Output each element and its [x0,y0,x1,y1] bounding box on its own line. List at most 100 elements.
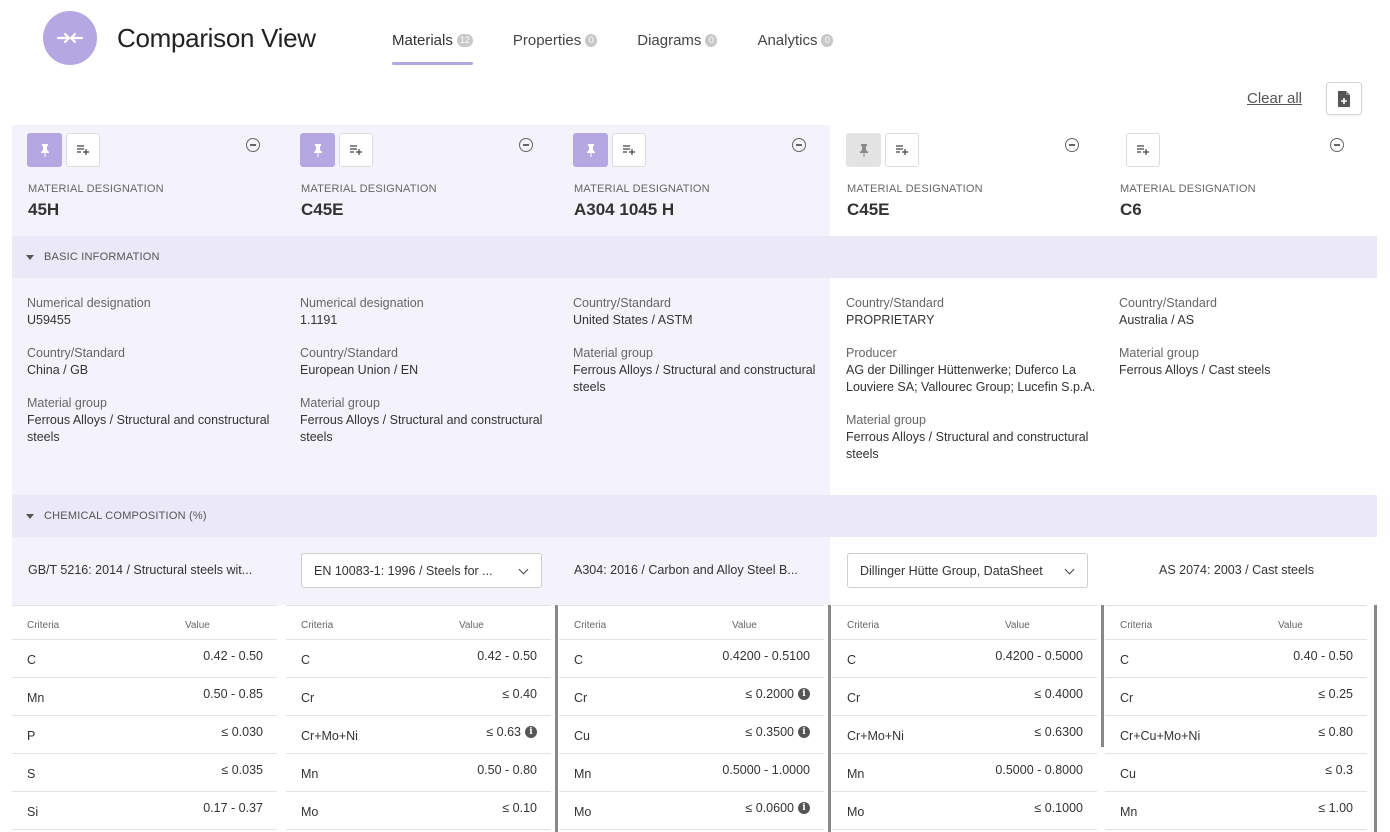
pin-icon [313,144,322,157]
playlist-add-icon [350,145,362,155]
add-to-list-button[interactable] [1126,133,1160,167]
value-text: ≤ 0.3 [1325,763,1353,777]
info-value: 1.1191 [300,313,338,327]
table-row: Mn 0.5000 - 0.8000 [832,754,1097,792]
column-actions [1126,133,1356,167]
info-icon[interactable]: i [798,688,810,700]
page-title: Comparison View [117,23,316,53]
info-label: Numerical designation [27,296,151,310]
remove-column-button[interactable] [246,138,260,152]
column-actions [27,133,267,167]
criteria-cell: P [27,729,36,743]
tab-label: Analytics [757,32,818,49]
table-row: C 0.42 - 0.50 [12,640,277,678]
pin-button[interactable] [300,133,335,167]
remove-column-button[interactable] [1330,138,1344,152]
add-to-list-button[interactable] [885,133,919,167]
standard-select[interactable]: EN 10083-1: 1996 / Steels for ... [301,553,542,588]
value-cell: ≤ 0.80 [1318,725,1353,739]
section-title: BASIC INFORMATION [44,251,160,263]
value-cell: ≤ 0.0600 i [745,801,810,815]
standard-select[interactable]: Dillinger Hütte Group, DataSheet [847,553,1088,588]
section-chemical-composition[interactable]: CHEMICAL COMPOSITION (%) [12,495,1377,537]
value-header: Value [1005,620,1030,631]
table-row: S ≤ 0.035 [12,754,277,792]
clear-all-link[interactable]: Clear all [1247,90,1303,107]
tab-analytics[interactable]: Analytics 0 [757,32,834,65]
value-cell: ≤ 1.00 [1318,801,1353,815]
value-cell: ≤ 0.035 [221,763,263,777]
info-value: Ferrous Alloys / Structural and construc… [846,430,1089,461]
criteria-cell: Mn [847,767,865,781]
value-text: ≤ 0.030 [221,725,263,739]
info-icon[interactable]: i [798,802,810,814]
value-cell: ≤ 0.3500 i [745,725,810,739]
remove-column-button[interactable] [792,138,806,152]
count-badge: 0 [705,34,718,47]
standard-text: A304: 2016 / Carbon and Alloy Steel B... [574,563,798,577]
section-title: CHEMICAL COMPOSITION (%) [44,510,207,522]
criteria-header: Criteria [847,620,880,631]
value-text: 0.5000 - 1.0000 [722,763,810,777]
value-header: Value [185,620,210,631]
value-cell: 0.5000 - 0.8000 [995,763,1083,777]
material-designation-label: MATERIAL DESIGNATION [1120,183,1256,195]
add-document-icon [1338,90,1350,107]
value-cell: ≤ 0.030 [221,725,263,739]
value-text: ≤ 0.1000 [1034,801,1083,815]
material-designation-label: MATERIAL DESIGNATION [301,183,437,195]
table-row: Cr+Mo+Ni ≤ 0.63 i [286,716,551,754]
playlist-add-icon [1137,145,1149,155]
value-text: ≤ 0.80 [1318,725,1353,739]
table-scrollbar[interactable] [1374,605,1377,832]
info-label: Numerical designation [300,296,424,310]
criteria-cell: Cr [574,691,588,705]
value-text: 0.42 - 0.50 [203,649,263,663]
table-row: Mn 0.50 - 0.85 [12,678,277,716]
add-to-list-button[interactable] [66,133,100,167]
material-designation: C45E [847,200,890,219]
criteria-cell: Mo [301,805,319,819]
value-cell: 0.50 - 0.85 [203,687,263,701]
criteria-cell: Mo [574,805,592,819]
info-label: Country/Standard [846,296,944,310]
playlist-add-icon [896,145,908,155]
info-value: China / GB [27,363,89,377]
info-value: Ferrous Alloys / Structural and construc… [573,363,816,394]
tab-materials[interactable]: Materials 12 [392,32,473,65]
info-label: Material group [27,396,107,410]
material-designation-label: MATERIAL DESIGNATION [574,183,710,195]
remove-column-button[interactable] [1065,138,1079,152]
criteria-header: Criteria [301,620,334,631]
add-to-list-button[interactable] [339,133,373,167]
pin-button[interactable] [573,133,608,167]
info-icon[interactable]: i [525,726,537,738]
info-icon[interactable]: i [798,726,810,738]
section-basic-information[interactable]: BASIC INFORMATION [12,236,1377,278]
criteria-cell: C [27,653,37,667]
criteria-cell: C [301,653,311,667]
caret-down-icon [26,513,34,519]
table-scrollbar[interactable] [555,605,558,832]
remove-column-button[interactable] [519,138,533,152]
pin-button[interactable] [27,133,62,167]
export-document-button[interactable] [1326,82,1362,115]
table-row: Cu ≤ 0.3500 i [559,716,824,754]
composition-table: Criteria Value C 0.42 - 0.50 Cr ≤ 0.40 Cr+… [286,605,551,830]
value-cell: ≤ 0.3 [1325,763,1353,777]
info-value: Australia / AS [1119,313,1195,327]
tab-properties[interactable]: Properties 0 [513,32,598,65]
table-scrollbar[interactable] [828,605,831,832]
info-label: Country/Standard [27,346,125,360]
tab-diagrams[interactable]: Diagrams 0 [637,32,718,65]
composition-table: Criteria Value C 0.4200 - 0.5000 Cr ≤ 0.40… [832,605,1097,830]
pin-button[interactable] [846,133,881,167]
value-text: ≤ 0.6300 [1034,725,1083,739]
column-actions [846,133,1086,167]
add-to-list-button[interactable] [612,133,646,167]
table-scrollbar[interactable] [1101,605,1104,747]
table-row: Mo ≤ 0.10 [286,792,551,830]
table-row: C 0.4200 - 0.5100 [559,640,824,678]
info-label: Material group [846,413,926,427]
table-header: Criteria Value [1105,605,1367,640]
